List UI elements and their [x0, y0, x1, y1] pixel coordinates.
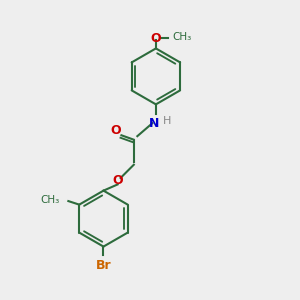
Text: CH₃: CH₃ — [40, 195, 59, 205]
Text: O: O — [151, 32, 161, 45]
Text: N: N — [149, 117, 160, 130]
Text: CH₃: CH₃ — [172, 32, 191, 42]
Text: O: O — [112, 174, 123, 188]
Text: Br: Br — [96, 259, 111, 272]
Text: O: O — [110, 124, 121, 137]
Text: H: H — [163, 116, 171, 125]
